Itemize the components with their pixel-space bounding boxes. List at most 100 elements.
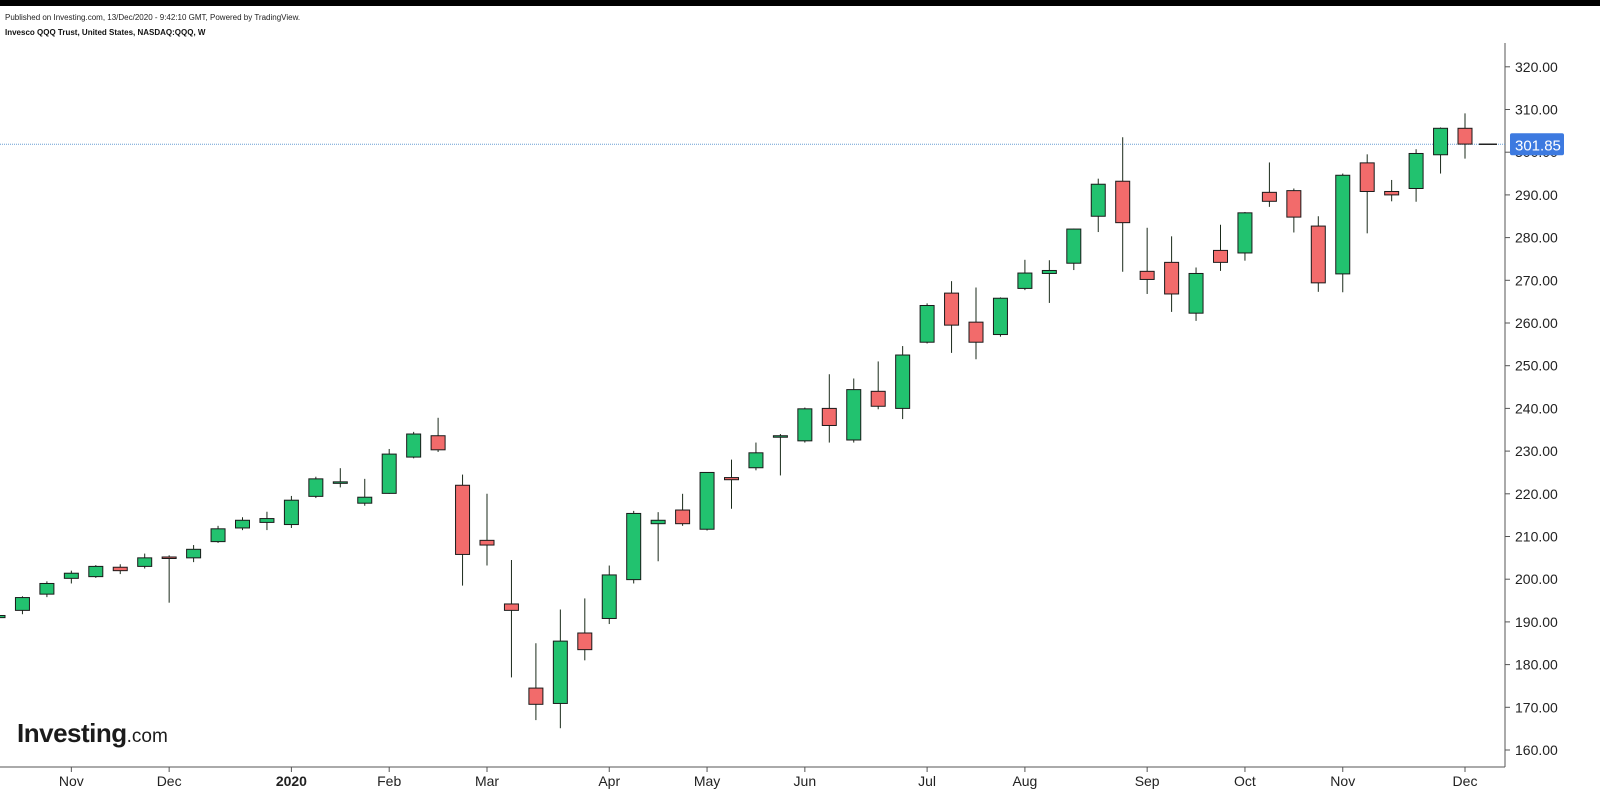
y-tick-label: 250.00	[1515, 358, 1558, 374]
candle-body-up	[748, 452, 764, 469]
x-tick-label: Apr	[598, 773, 620, 789]
candle-body-down	[1359, 162, 1375, 192]
x-tick-label: Jun	[794, 773, 817, 789]
y-tick-label: 290.00	[1515, 187, 1558, 203]
candle-body-up	[259, 518, 275, 523]
candle-body-down	[1139, 270, 1155, 280]
candle-body-up	[552, 640, 568, 704]
x-tick-label: Nov	[1330, 773, 1355, 789]
candle-body-up	[895, 354, 911, 409]
candle-body-down	[1213, 249, 1228, 263]
candle-body-up	[1433, 127, 1449, 156]
candle-body-up	[0, 614, 6, 619]
candle-body-up	[626, 512, 642, 581]
candle-body-down	[430, 435, 446, 451]
x-tick-label: Feb	[377, 773, 401, 789]
x-tick-label: Sep	[1135, 773, 1160, 789]
candle-body-up	[601, 574, 617, 619]
candle-body-down	[577, 632, 593, 651]
candle-body-up	[919, 304, 935, 343]
candle-body-up	[88, 565, 104, 578]
candle-body-down	[161, 556, 177, 559]
candle-body-down	[1310, 225, 1326, 284]
candle-body-down	[528, 687, 544, 705]
y-tick-label: 220.00	[1515, 486, 1558, 502]
candle-body-up	[332, 481, 348, 484]
x-tick-label: Nov	[59, 773, 84, 789]
y-tick-label: 240.00	[1515, 400, 1558, 416]
candle-body-down	[455, 484, 471, 555]
y-tick-label: 320.00	[1515, 59, 1558, 75]
candle-body-up	[381, 453, 397, 494]
x-tick-label: 2020	[276, 773, 307, 789]
candle-body-down	[1384, 190, 1400, 196]
candle-body-down	[944, 292, 960, 326]
x-tick-label: May	[694, 773, 720, 789]
candle-body-up	[846, 389, 862, 441]
logo-brand: Investing	[17, 718, 127, 748]
candle-body-down	[870, 390, 886, 407]
candle-body-up	[39, 582, 55, 595]
y-tick-label: 160.00	[1515, 742, 1558, 758]
candle-body-up	[992, 297, 1008, 336]
candle-body-up	[186, 548, 202, 559]
chart-title: Invesco QQQ Trust, United States, NASDAQ…	[5, 28, 206, 37]
candle-body-up	[1188, 272, 1204, 314]
candle-body-up	[1335, 174, 1351, 275]
candle-body-up	[1017, 272, 1033, 289]
x-tick-label: Dec	[157, 773, 182, 789]
candle-body-up	[1066, 228, 1082, 264]
candle-body-down	[1261, 191, 1277, 202]
candle-body-up	[63, 572, 79, 579]
candle-body-up	[357, 496, 373, 504]
x-tick-label: Jul	[918, 773, 936, 789]
y-tick-label: 200.00	[1515, 571, 1558, 587]
candle-body-down	[479, 539, 495, 546]
y-tick-label: 280.00	[1515, 230, 1558, 246]
y-tick-label: 260.00	[1515, 315, 1558, 331]
candle-body-up	[797, 408, 813, 442]
candle-body-up	[235, 519, 250, 529]
published-note: Published on Investing.com, 13/Dec/2020 …	[5, 13, 301, 22]
candle-body-down	[724, 477, 739, 481]
logo-suffix: .com	[126, 726, 168, 747]
candle-body-up	[14, 597, 30, 611]
candle-body-up	[1041, 269, 1057, 274]
candle-body-down	[1286, 190, 1302, 218]
y-tick-label: 170.00	[1515, 699, 1558, 715]
candle-body-down	[1164, 261, 1180, 295]
candle-body-down	[1115, 180, 1131, 224]
y-tick-label: 270.00	[1515, 272, 1558, 288]
candle-body-down	[1457, 127, 1473, 145]
y-tick-label: 210.00	[1515, 529, 1558, 545]
last-price-badge	[1510, 133, 1564, 156]
candle-body-down	[503, 603, 519, 611]
x-tick-label: Dec	[1453, 773, 1478, 789]
candle-body-down	[112, 566, 128, 572]
candle-body-down	[968, 321, 984, 343]
last-price-label: 301.85	[1515, 137, 1561, 154]
candle-body-up	[699, 471, 715, 530]
y-tick-label: 180.00	[1515, 657, 1558, 673]
candle-body-up	[650, 519, 666, 525]
x-tick-label: Oct	[1234, 773, 1256, 789]
candle-body-up	[283, 499, 299, 526]
candle-body-up	[137, 557, 153, 567]
candle-body-up	[406, 433, 422, 458]
candle-body-up	[210, 528, 226, 543]
investing-logo: Investing.com	[17, 718, 168, 749]
y-tick-label: 230.00	[1515, 443, 1558, 459]
candle-body-up	[1408, 152, 1424, 189]
candle-body-up	[308, 478, 324, 497]
candle-body-down	[675, 509, 691, 525]
y-tick-label: 190.00	[1515, 614, 1558, 630]
candle-body-up	[1090, 183, 1106, 217]
candle-body-down	[821, 407, 837, 426]
x-tick-label: Mar	[475, 773, 499, 789]
y-tick-label: 310.00	[1515, 102, 1558, 118]
top-bar	[0, 0, 1600, 6]
candle-body-up	[1237, 212, 1253, 254]
candle-body-up	[772, 435, 788, 438]
x-tick-label: Aug	[1012, 773, 1037, 789]
